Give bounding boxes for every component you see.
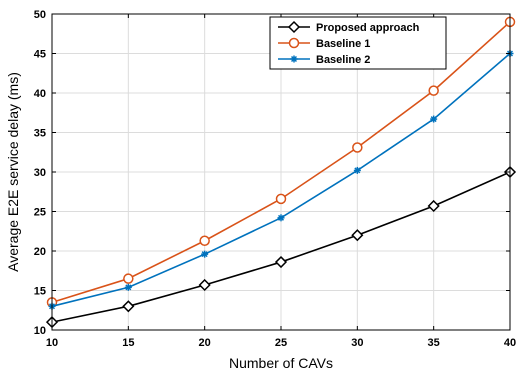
x-axis-label: Number of CAVs <box>229 355 333 371</box>
data-point <box>199 235 210 246</box>
legend-label: Proposed approach <box>316 22 420 34</box>
legend-marker <box>287 20 301 34</box>
legend-entry: Proposed approach <box>278 20 420 34</box>
y-axis-label: Average E2E service delay (ms) <box>5 72 21 272</box>
legend-entry: Baseline 1 <box>278 37 370 50</box>
x-axis-ticks: 10 15 20 25 30 35 40 <box>46 14 516 349</box>
y-tick-label: 50 <box>34 9 46 21</box>
data-point <box>123 273 134 284</box>
x-tick-label: 40 <box>504 337 516 349</box>
legend-entry: Baseline 2 <box>278 54 370 66</box>
data-point <box>201 250 209 258</box>
legend-label: Baseline 1 <box>316 38 370 50</box>
x-tick-label: 15 <box>122 337 134 349</box>
x-tick-label: 35 <box>428 337 440 349</box>
data-point <box>352 142 363 153</box>
data-point <box>430 115 438 123</box>
y-tick-label: 35 <box>34 128 46 140</box>
x-tick-label: 10 <box>46 337 58 349</box>
legend: Proposed approach Baseline 1 Baseline 2 <box>269 16 447 70</box>
legend-label: Baseline 2 <box>316 54 370 66</box>
data-point <box>427 199 440 213</box>
data-point <box>351 229 364 242</box>
data-point <box>274 255 288 269</box>
y-axis-ticks: 10 15 20 25 30 35 40 45 50 <box>34 9 510 337</box>
y-tick-label: 15 <box>34 286 46 298</box>
y-tick-label: 10 <box>34 325 46 337</box>
data-point <box>122 300 135 313</box>
data-point <box>353 166 361 174</box>
x-tick-label: 25 <box>275 337 287 349</box>
y-tick-label: 30 <box>34 167 46 179</box>
y-tick-label: 20 <box>34 246 46 258</box>
y-tick-label: 40 <box>34 88 46 100</box>
x-tick-label: 20 <box>199 337 211 349</box>
series-1 <box>45 165 517 329</box>
data-point <box>275 193 287 205</box>
x-tick-label: 30 <box>351 337 363 349</box>
y-tick-label: 25 <box>34 207 46 219</box>
legend-marker <box>288 37 300 49</box>
data-point <box>124 283 132 291</box>
data-point <box>198 278 211 292</box>
series-3 <box>48 50 514 310</box>
legend-marker <box>290 55 298 63</box>
y-tick-label: 45 <box>34 49 46 61</box>
data-point <box>428 85 439 96</box>
data-point <box>277 214 285 222</box>
